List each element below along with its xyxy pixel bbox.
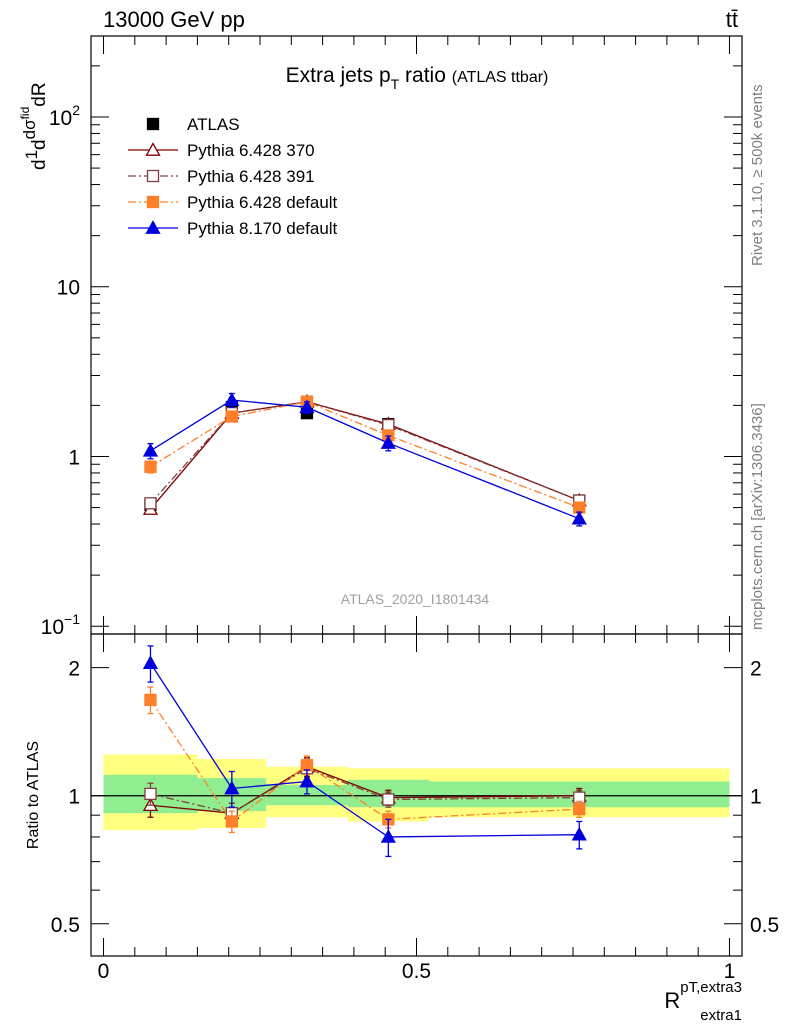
ratio-s3-point	[571, 826, 587, 841]
main-s4-point	[571, 510, 587, 525]
legend-label: Pythia 6.428 default	[187, 193, 338, 212]
main-s4-point	[142, 442, 159, 457]
legend-item: Pythia 6.428 391	[128, 167, 315, 186]
main-s4-series	[142, 392, 587, 527]
legend-marker	[146, 169, 160, 183]
main-s4-point	[224, 392, 240, 406]
ratio-xtick-label: 0	[98, 960, 110, 983]
main-s2-point	[144, 497, 157, 510]
legend-item: Pythia 6.428 default	[128, 193, 338, 212]
legend-item: Pythia 8.170 default	[128, 219, 338, 238]
ratio-s2-point	[300, 759, 314, 772]
ratio-s3-point	[142, 655, 159, 669]
ratio-ytick-label-right: 1	[750, 786, 762, 809]
ratio-s2-point	[573, 802, 586, 816]
ratio-panel: 0.5 0.5 1 1 2 2 0 0.5 1 Ratio to ATLAS RpT,extr…	[25, 633, 779, 1024]
svg-text:d1ddσfiddR: d1ddσfiddR	[18, 82, 50, 170]
legend: ATLAS Pythia 6.428 370 Pythia 6.428 391 Pyt…	[128, 115, 338, 238]
ylabel-frac-1-over-sigma: 1	[22, 150, 41, 159]
ratio-s1-point	[144, 787, 157, 801]
xlabel-sup: pT,extra3	[680, 979, 742, 996]
ylabel-dsigma: dσ	[20, 119, 39, 139]
energy-label: 13000 GeV pp	[103, 7, 245, 32]
ratio-ytick-label-right: 2	[750, 658, 762, 681]
ylabel-d: d	[29, 159, 50, 170]
legend-label: ATLAS	[187, 115, 240, 134]
main-ylabel: d1ddσfiddR	[18, 82, 50, 170]
legend-marker	[145, 142, 161, 156]
legend-marker	[146, 195, 160, 209]
ylabel-fid: fid	[18, 107, 32, 120]
ratio-ytick-label-right: 0.5	[750, 914, 779, 937]
main-panel: 10−1 1 10 102 Extra jets pT ratio (ATLAS tt…	[18, 35, 743, 639]
mcplots-label: mcplots.cern.ch [arXiv:1306.3436]	[749, 403, 766, 630]
ratio-s1-point	[382, 793, 395, 806]
ratio-ytick-label: 2	[68, 658, 80, 681]
ratio-ylabel: Ratio to ATLAS	[25, 741, 42, 849]
ylabel-sigma-d: d	[29, 139, 50, 150]
ratio-s2-series	[144, 686, 586, 834]
ratio-s3-series	[142, 645, 587, 858]
main-s3-point	[225, 410, 238, 423]
ratio-s3-point	[380, 829, 396, 843]
legend-label: Pythia 8.170 default	[187, 219, 338, 238]
legend-marker	[146, 117, 160, 131]
chart-title-sub: T	[391, 76, 400, 92]
ratio-xlabel-sub: extra1	[700, 1007, 742, 1024]
legend-item: Pythia 6.428 370	[128, 141, 315, 160]
chart-subtitle: (ATLAS ttbar)	[452, 69, 549, 86]
main-s2-point	[382, 418, 395, 432]
ratio-ytick-label: 0.5	[51, 914, 80, 937]
main-s4-point	[299, 399, 315, 414]
ratio-s3-point	[224, 780, 240, 795]
legend-label: Pythia 6.428 391	[187, 167, 315, 186]
ylabel-dR: dR	[29, 82, 50, 106]
process-label: tt̄	[726, 7, 738, 32]
ratio-xtick-label: 0.5	[402, 960, 431, 983]
ratio-ytick-label: 1	[68, 786, 80, 809]
main-ytick-label: 1	[68, 446, 80, 469]
main-ytick-label: 102	[49, 102, 80, 130]
main-s4-point	[380, 435, 396, 449]
xlabel-main: R	[664, 988, 680, 1013]
ratio-s2-point	[144, 693, 157, 707]
legend-item: ATLAS	[146, 115, 240, 134]
main-s3-point	[144, 460, 157, 473]
chart-title-rest: ratio	[399, 64, 446, 87]
legend-marker	[145, 220, 161, 234]
chart-title-main: Extra jets p	[286, 64, 391, 87]
ratio-xlabel: RpT,extra3	[664, 979, 742, 1013]
main-s2-line	[149, 401, 580, 504]
chart-title: Extra jets pT ratio (ATLAS ttbar)	[286, 64, 549, 92]
rivet-label: Rivet 3.1.10, ≥ 500k events	[749, 84, 766, 266]
main-ytick-label: 10−1	[41, 611, 81, 639]
ratio-band-inner	[266, 784, 348, 806]
legend-label: Pythia 6.428 370	[187, 141, 315, 160]
ratio-xtick-label: 1	[724, 960, 736, 983]
main-ytick-label: 10	[57, 277, 80, 300]
analysis-watermark: ATLAS_2020_I1801434	[341, 591, 490, 607]
ratio-s3-point	[299, 773, 315, 788]
ratio-s2-point	[225, 815, 238, 828]
